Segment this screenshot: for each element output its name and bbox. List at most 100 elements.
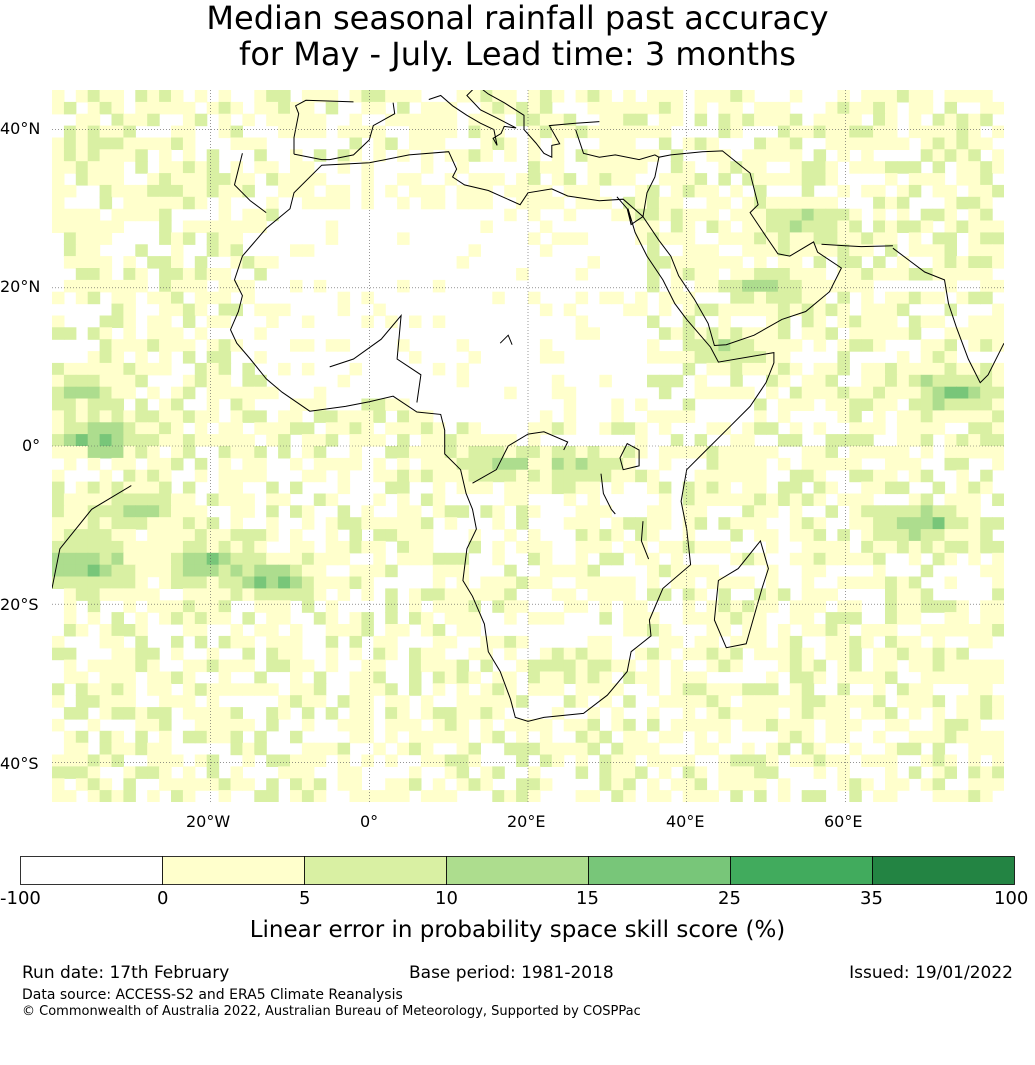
skill-cell — [147, 790, 160, 802]
skill-cell — [718, 303, 731, 317]
skill-cell — [920, 493, 934, 506]
skill-cell — [575, 683, 589, 696]
skill-cell — [52, 161, 65, 174]
skill-cell — [670, 683, 684, 696]
skill-cell — [968, 196, 981, 210]
skill-cell — [52, 766, 65, 779]
skill-cell — [956, 291, 969, 305]
skill-cell — [944, 101, 957, 115]
skill-cell — [99, 481, 113, 495]
skill-cell — [730, 208, 743, 222]
skill-cell — [194, 303, 208, 317]
skill-cell — [75, 576, 89, 589]
skill-cell — [551, 469, 565, 483]
skill-cell — [885, 268, 898, 281]
skill-cell — [504, 718, 517, 732]
skill-cell — [944, 647, 957, 661]
skill-cell — [218, 208, 232, 222]
skill-cell — [944, 624, 957, 637]
skill-cell — [563, 446, 577, 459]
skill-cell — [849, 279, 862, 293]
skill-cell — [218, 564, 232, 578]
skill-cell — [837, 612, 850, 625]
skill-cell — [861, 778, 874, 791]
skill-cell — [75, 137, 89, 150]
skill-cell — [682, 184, 696, 198]
skill-cell — [932, 422, 946, 435]
skill-cell — [385, 707, 398, 720]
skill-cell — [599, 540, 612, 554]
skill-cell — [171, 446, 184, 459]
skill-cell — [837, 778, 850, 791]
skill-cell — [456, 600, 470, 613]
skill-cell — [147, 707, 160, 720]
skill-cell — [337, 161, 351, 174]
skill-cell — [599, 90, 612, 103]
skill-cell — [206, 268, 220, 281]
skill-cell — [135, 374, 148, 388]
skill-cell — [920, 469, 934, 483]
skill-cell — [171, 505, 184, 518]
skill-cell — [349, 434, 362, 447]
skill-cell — [52, 291, 65, 305]
skill-cell — [575, 600, 589, 613]
skill-cell — [159, 232, 172, 245]
skill-cell — [968, 90, 981, 103]
skill-cell — [754, 766, 767, 779]
skill-cell — [75, 766, 89, 779]
skill-cell — [456, 434, 470, 447]
skill-cell — [123, 766, 136, 779]
skill-cell — [385, 790, 398, 802]
skill-cell — [63, 362, 77, 376]
skill-cell — [956, 493, 969, 506]
skill-cell — [373, 683, 386, 696]
skill-cell — [742, 268, 755, 281]
skill-cell — [801, 647, 815, 661]
skill-cell — [349, 707, 362, 720]
skill-cell — [658, 125, 672, 139]
skill-cell — [420, 101, 434, 115]
skill-cell — [123, 268, 136, 281]
skill-cell — [444, 113, 458, 127]
colorbar-segment — [304, 856, 447, 885]
skill-cell — [980, 386, 993, 400]
skill-cell — [611, 161, 624, 174]
skill-cell — [873, 754, 886, 767]
skill-cell — [682, 232, 696, 245]
skill-cell — [837, 268, 850, 281]
skill-cell — [194, 327, 208, 340]
skill-cell — [635, 303, 648, 317]
skill-cell — [182, 315, 196, 328]
skill-cell — [885, 517, 898, 530]
skill-cell — [504, 434, 517, 447]
skill-cell — [992, 339, 1004, 352]
skill-cell — [623, 149, 636, 162]
skill-cell — [873, 220, 886, 233]
skill-cell — [337, 742, 351, 756]
skill-cell — [992, 766, 1004, 779]
skill-cell — [551, 457, 565, 471]
skill-cell — [480, 90, 493, 103]
skill-cell — [373, 552, 386, 566]
skill-cell — [647, 351, 660, 364]
skill-cell — [111, 540, 124, 554]
skill-cell — [956, 612, 969, 625]
skill-cell — [278, 173, 291, 186]
skill-cell — [718, 279, 731, 293]
skill-cell — [873, 101, 886, 115]
skill-cell — [63, 161, 77, 174]
skill-cell — [718, 778, 731, 791]
skill-cell — [992, 244, 1004, 257]
skill-cell — [313, 671, 327, 684]
balkans-coastline — [482, 90, 600, 159]
skill-cell — [658, 647, 672, 661]
skill-cell — [135, 422, 148, 435]
skill-cell — [385, 695, 398, 708]
skill-cell — [956, 790, 969, 802]
skill-cell — [325, 101, 339, 115]
skill-cell — [718, 362, 731, 376]
skill-cell — [432, 600, 446, 613]
skill-cell — [349, 137, 362, 150]
skill-cell — [992, 256, 1004, 269]
skill-cell — [706, 351, 719, 364]
